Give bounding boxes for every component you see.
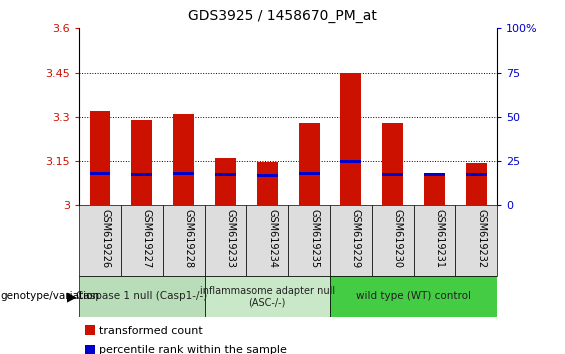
Text: Caspase 1 null (Casp1-/-): Caspase 1 null (Casp1-/-): [76, 291, 207, 302]
Bar: [298, 172, 319, 175]
Text: GSM619228: GSM619228: [184, 209, 194, 268]
Bar: [382, 173, 403, 176]
Bar: [466, 173, 486, 176]
Bar: [382, 123, 403, 205]
Text: inflammasome adapter null
(ASC-/-): inflammasome adapter null (ASC-/-): [199, 286, 335, 307]
Text: GSM619229: GSM619229: [351, 209, 361, 268]
Bar: [89, 111, 111, 205]
FancyBboxPatch shape: [246, 205, 288, 276]
Text: GSM619235: GSM619235: [309, 209, 319, 268]
Bar: [131, 173, 153, 176]
Bar: [215, 173, 236, 176]
Bar: [466, 162, 486, 205]
Bar: [424, 173, 445, 176]
Text: GSM619226: GSM619226: [100, 209, 110, 268]
Text: GSM619230: GSM619230: [393, 209, 403, 268]
FancyBboxPatch shape: [330, 276, 497, 317]
Bar: [257, 174, 278, 177]
FancyBboxPatch shape: [455, 205, 497, 276]
Bar: [89, 172, 111, 175]
Bar: [298, 123, 319, 205]
FancyBboxPatch shape: [121, 205, 163, 276]
FancyBboxPatch shape: [330, 205, 372, 276]
Text: genotype/variation: genotype/variation: [1, 291, 99, 302]
Text: GSM619231: GSM619231: [434, 209, 445, 268]
Text: wild type (WT) control: wild type (WT) control: [356, 291, 471, 302]
Bar: [424, 175, 445, 205]
FancyBboxPatch shape: [163, 205, 205, 276]
Text: transformed count: transformed count: [99, 326, 203, 336]
FancyBboxPatch shape: [372, 205, 414, 276]
FancyBboxPatch shape: [205, 205, 246, 276]
FancyBboxPatch shape: [205, 276, 330, 317]
Text: GSM619232: GSM619232: [476, 209, 486, 268]
Text: GSM619227: GSM619227: [142, 209, 152, 268]
Text: GSM619233: GSM619233: [225, 209, 236, 268]
FancyBboxPatch shape: [288, 205, 330, 276]
Bar: [257, 162, 278, 205]
Text: GSM619234: GSM619234: [267, 209, 277, 268]
Bar: [215, 158, 236, 205]
Bar: [173, 114, 194, 205]
FancyBboxPatch shape: [79, 276, 205, 317]
Text: ▶: ▶: [67, 290, 76, 303]
Bar: [340, 73, 361, 205]
FancyBboxPatch shape: [414, 205, 455, 276]
Bar: [173, 172, 194, 175]
Bar: [340, 160, 361, 162]
Bar: [131, 120, 153, 205]
FancyBboxPatch shape: [79, 205, 121, 276]
Text: percentile rank within the sample: percentile rank within the sample: [99, 346, 287, 354]
Text: GDS3925 / 1458670_PM_at: GDS3925 / 1458670_PM_at: [188, 9, 377, 23]
